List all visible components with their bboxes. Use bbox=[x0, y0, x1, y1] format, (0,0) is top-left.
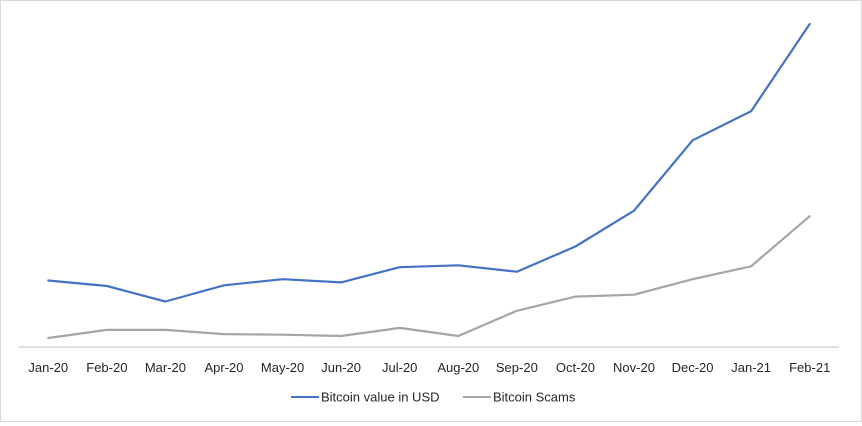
x-tick-label: Feb-21 bbox=[789, 360, 830, 375]
legend-label-bitcoin-value: Bitcoin value in USD bbox=[321, 390, 440, 405]
x-tick-label: Oct-20 bbox=[556, 360, 595, 375]
series-lines bbox=[47, 22, 811, 340]
x-tick-label: Nov-20 bbox=[613, 360, 655, 375]
x-tick-label: Aug-20 bbox=[437, 360, 479, 375]
x-tick-label: Mar-20 bbox=[145, 360, 186, 375]
x-tick-label: Feb-20 bbox=[86, 360, 127, 375]
legend: Bitcoin value in USD Bitcoin Scams bbox=[291, 390, 576, 405]
legend-label-bitcoin-scams: Bitcoin Scams bbox=[493, 390, 576, 405]
legend-item-bitcoin-scams: Bitcoin Scams bbox=[463, 390, 576, 405]
series-line-bitcoin-scams bbox=[47, 215, 811, 340]
x-axis-tick-labels: Jan-20 Feb-20 Mar-20 Apr-20 May-20 Jun-20 Jul-… bbox=[28, 360, 830, 375]
x-tick-label: Sep-20 bbox=[496, 360, 538, 375]
x-tick-label: Jun-20 bbox=[321, 360, 361, 375]
x-tick-label: Jul-20 bbox=[382, 360, 417, 375]
x-tick-label: May-20 bbox=[261, 360, 304, 375]
legend-item-bitcoin-value: Bitcoin value in USD bbox=[291, 390, 440, 405]
series-line-bitcoin-value bbox=[47, 22, 811, 303]
x-tick-label: Dec-20 bbox=[672, 360, 714, 375]
x-tick-label: Jan-21 bbox=[731, 360, 771, 375]
x-tick-label: Jan-20 bbox=[28, 360, 68, 375]
x-tick-label: Apr-20 bbox=[204, 360, 243, 375]
